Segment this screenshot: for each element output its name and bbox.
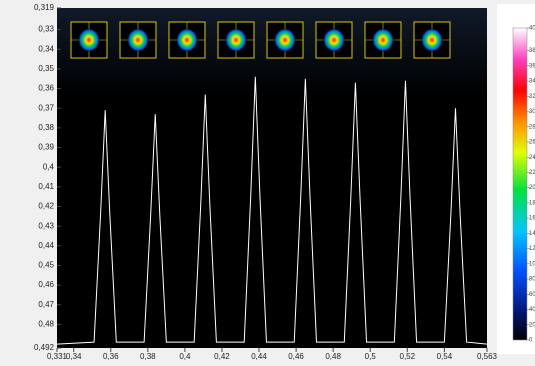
colorbar-tick-label: 3200 [529, 94, 535, 100]
thumb-beam [176, 28, 198, 52]
colorbar-tick-label: 3800 [529, 48, 535, 54]
x-tick-label: 0,44 [251, 352, 267, 361]
colorbar-tick-label: 2600 [529, 140, 535, 146]
colorbar-tick-label: 200 [529, 322, 535, 328]
thumb-beam [225, 28, 247, 52]
profiler-view: 0,3190,330,340,350,360,370,380,390,40,41… [0, 0, 535, 366]
y-tick-label: 0,44 [38, 241, 54, 250]
x-tick-label: 0,331 [47, 352, 68, 361]
x-tick-label: 0,5 [365, 352, 377, 361]
colorbar-tick-label: 3400 [529, 79, 535, 85]
y-tick-label: 0,45 [38, 261, 54, 270]
y-tick-label: 0,46 [38, 280, 54, 289]
thumb-beam [323, 28, 345, 52]
x-tick-label: 0,38 [140, 352, 156, 361]
y-tick-label: 0,4 [43, 162, 55, 171]
x-tick-label: 0,46 [288, 352, 304, 361]
thumb-beam [78, 28, 100, 52]
y-tick-label: 0,33 [38, 25, 54, 34]
thumb-beam [421, 28, 443, 52]
colorbar-tick-label: 3600 [529, 63, 535, 69]
y-tick-label: 0,39 [38, 143, 54, 152]
colorbar [513, 28, 527, 340]
thumb-beam [372, 28, 394, 52]
y-tick-label: 0,319 [34, 3, 55, 12]
x-tick-label: 0,52 [400, 352, 416, 361]
thumb-beam [274, 28, 296, 52]
x-tick-label: 0,48 [325, 352, 341, 361]
x-tick-label: 0,42 [214, 352, 230, 361]
y-tick-label: 0,48 [38, 320, 54, 329]
colorbar-tick-label: 1000 [529, 261, 535, 267]
x-tick-label: 0,4 [179, 352, 191, 361]
y-tick-label: 0,43 [38, 221, 54, 230]
thumb-beam [127, 28, 149, 52]
colorbar-tick-label: 1800 [529, 200, 535, 206]
x-tick-label: 0,54 [437, 352, 453, 361]
colorbar-tick-label: 3000 [529, 109, 535, 115]
x-tick-label: 0,36 [103, 352, 119, 361]
colorbar-tick-label: 2800 [529, 124, 535, 130]
colorbar-tick-label: 4096 [529, 26, 535, 32]
colorbar-tick-label: 800 [529, 277, 535, 283]
y-tick-label: 0,38 [38, 123, 54, 132]
colorbar-tick-label: 2000 [529, 185, 535, 191]
colorbar-tick-label: 400 [529, 307, 535, 313]
colorbar-tick-label: 2200 [529, 170, 535, 176]
y-tick-label: 0,34 [38, 44, 54, 53]
y-tick-label: 0,36 [38, 84, 54, 93]
y-tick-label: 0,47 [38, 300, 54, 309]
plot-area [57, 8, 487, 348]
y-tick-label: 0,41 [38, 182, 54, 191]
y-tick-label: 0,42 [38, 202, 54, 211]
y-tick-label: 0,35 [38, 64, 54, 73]
colorbar-tick-label: 600 [529, 292, 535, 298]
colorbar-tick-label: 1600 [529, 216, 535, 222]
colorbar-tick-label: 2400 [529, 155, 535, 161]
colorbar-tick-label: 1200 [529, 246, 535, 252]
x-tick-label: 0,563 [477, 352, 498, 361]
y-tick-label: 0,492 [34, 343, 55, 352]
y-tick-label: 0,37 [38, 103, 54, 112]
x-tick-label: 0,34 [66, 352, 82, 361]
colorbar-tick-label: 1400 [529, 231, 535, 237]
